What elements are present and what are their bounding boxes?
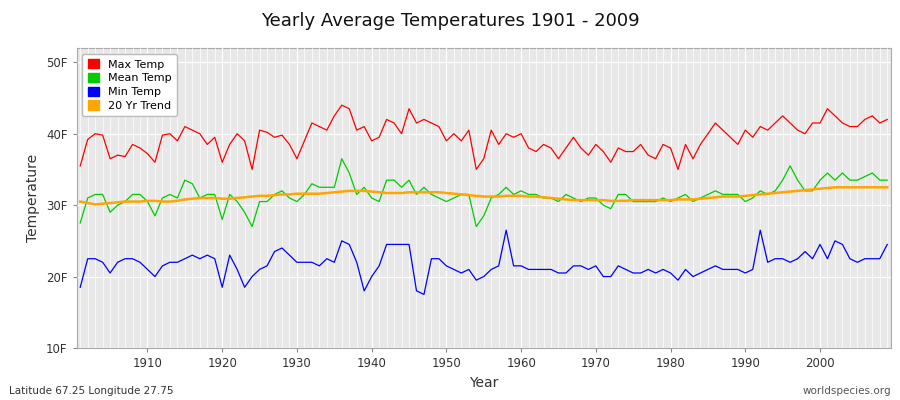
X-axis label: Year: Year <box>469 376 499 390</box>
Text: Yearly Average Temperatures 1901 - 2009: Yearly Average Temperatures 1901 - 2009 <box>261 12 639 30</box>
Y-axis label: Temperature: Temperature <box>26 154 40 242</box>
Text: Latitude 67.25 Longitude 27.75: Latitude 67.25 Longitude 27.75 <box>9 386 174 396</box>
Text: worldspecies.org: worldspecies.org <box>803 386 891 396</box>
Legend: Max Temp, Mean Temp, Min Temp, 20 Yr Trend: Max Temp, Mean Temp, Min Temp, 20 Yr Tre… <box>82 54 176 116</box>
